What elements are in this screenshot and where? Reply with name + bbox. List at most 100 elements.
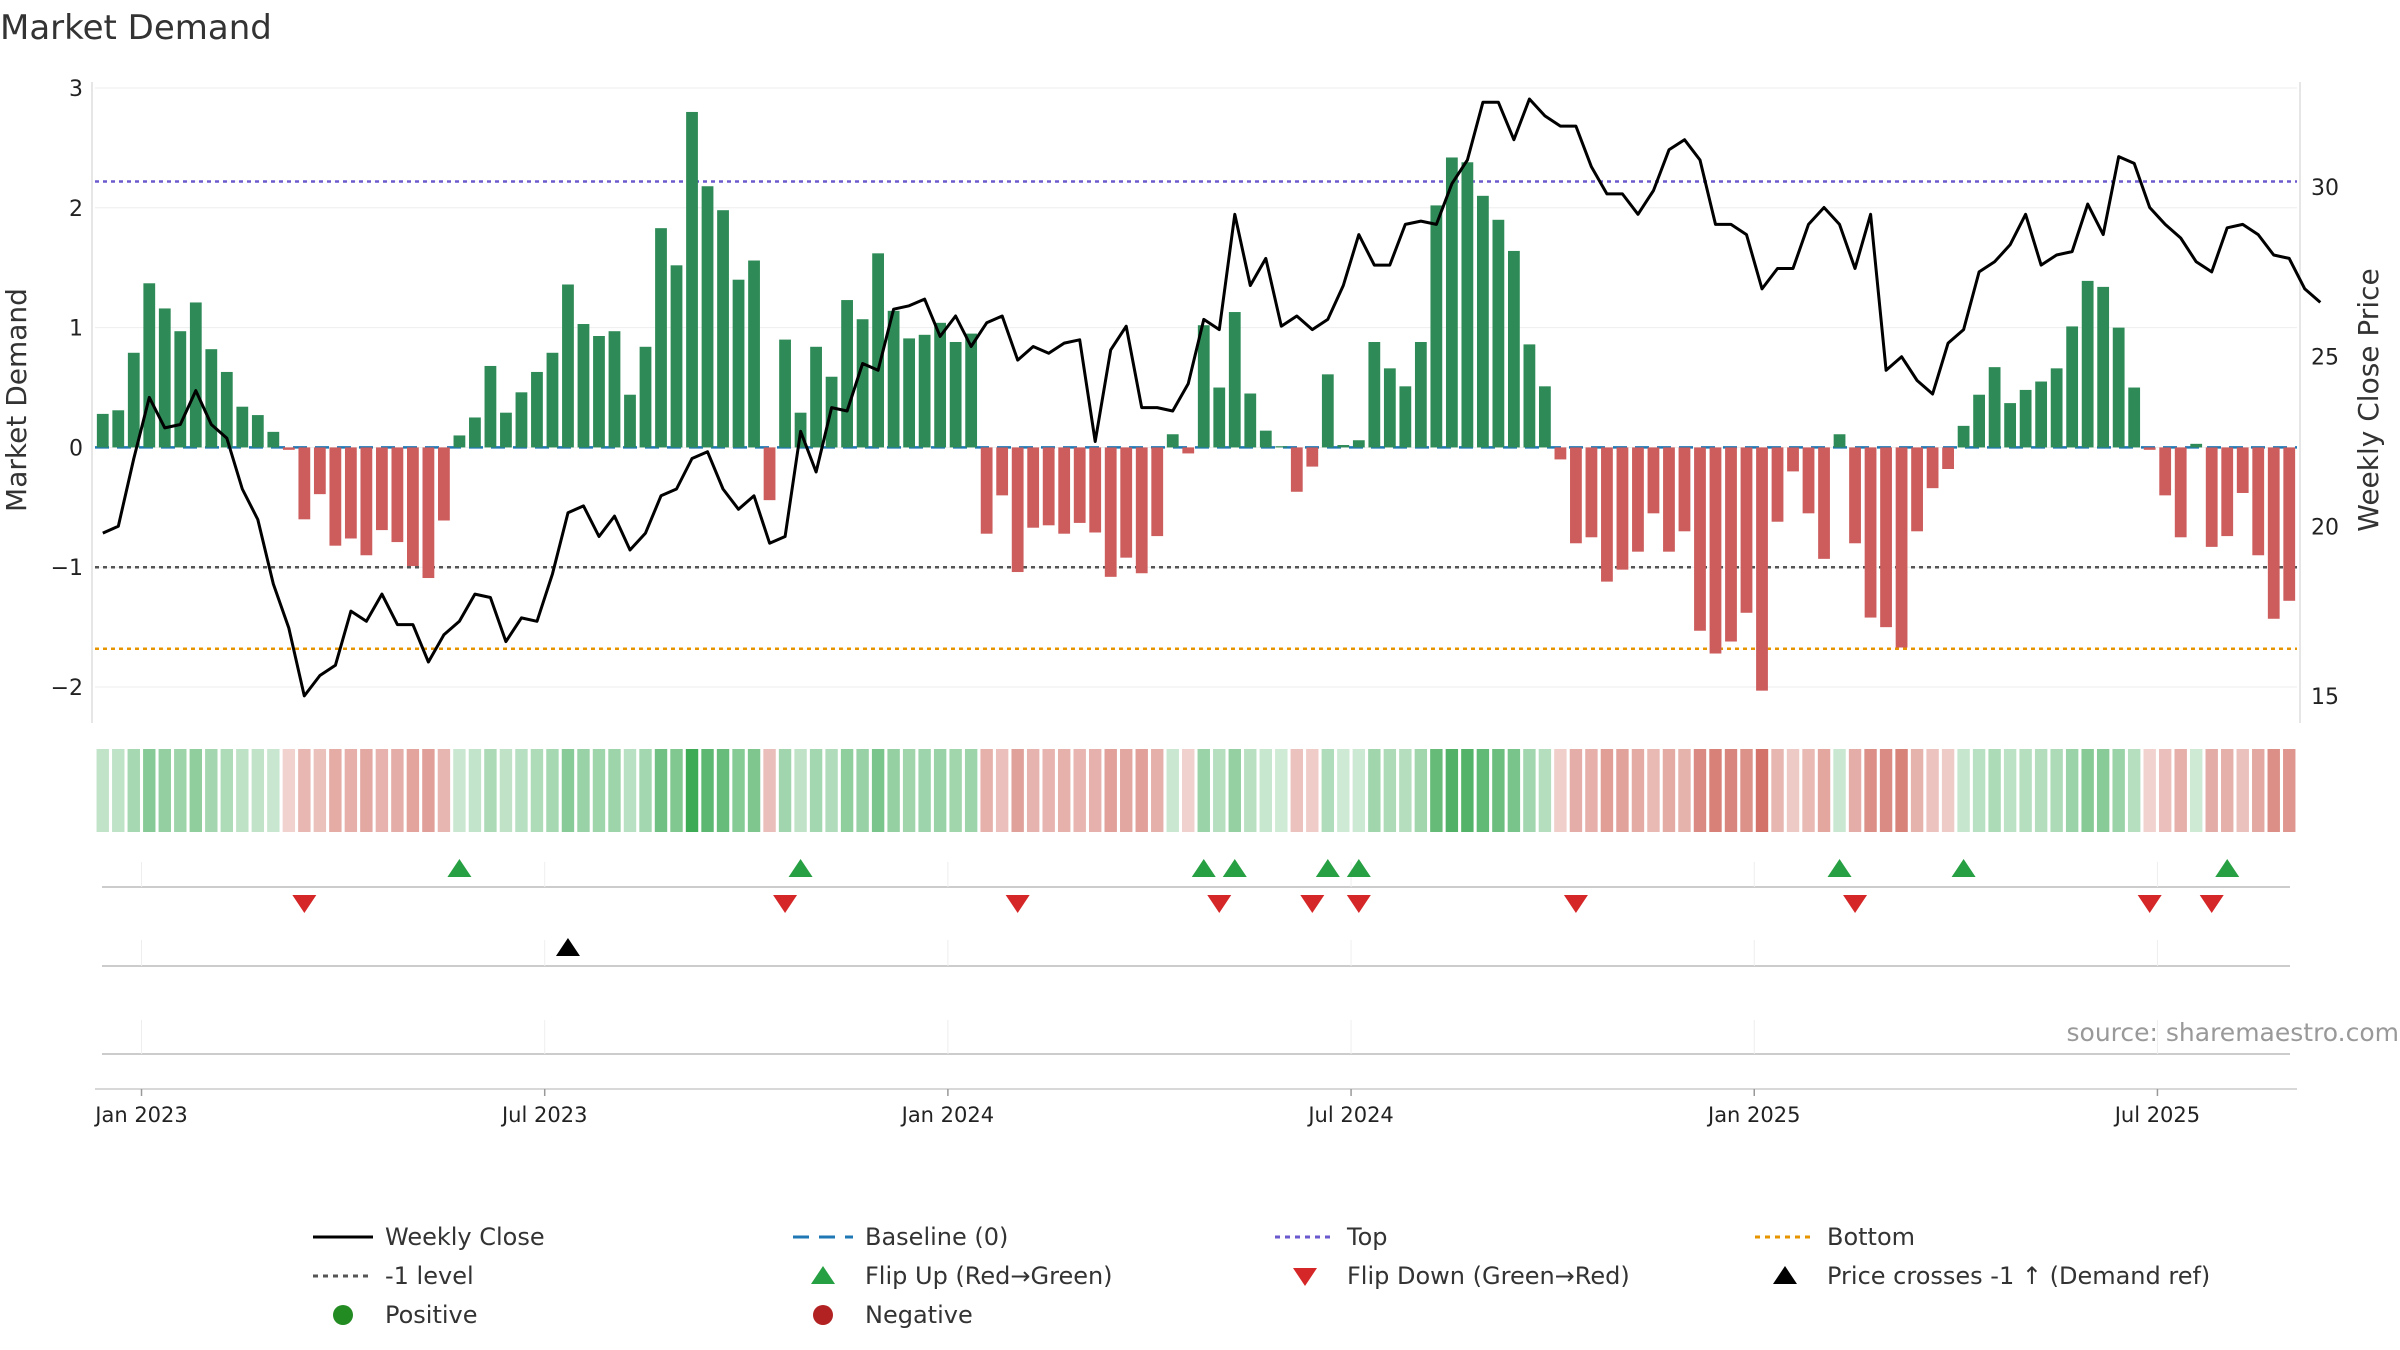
demand-bar [1647, 447, 1660, 514]
demand-bar [810, 346, 822, 448]
demand-bar [1864, 447, 1877, 618]
flip-up-marker [1827, 859, 1852, 877]
demand-bar [1539, 386, 1551, 448]
y2-tick-label: 20 [2311, 515, 2339, 540]
y-axis-label: Market Demand [0, 288, 33, 512]
demand-bar [1508, 250, 1520, 448]
strip-cell [1120, 749, 1133, 832]
demand-bar [1383, 368, 1396, 448]
legend-item: Top [1275, 1223, 1388, 1251]
strip-cell [453, 749, 466, 832]
price-cross-marker [555, 938, 580, 956]
strip-cell [794, 749, 807, 832]
flip-down-marker [2199, 895, 2224, 913]
strip-cell [1554, 749, 1567, 832]
demand-bar [1430, 205, 1443, 448]
strip-cell [1724, 749, 1738, 832]
demand-bar [918, 334, 931, 448]
strip-cell [608, 749, 621, 832]
x-tick-label: Jul 2025 [2113, 1103, 2200, 1127]
strip-cell [716, 749, 730, 832]
x-tick-label: Jan 2025 [1706, 1103, 1801, 1127]
strip-cell [763, 749, 776, 832]
demand-bar [1213, 387, 1226, 448]
strip-cell [313, 749, 327, 832]
demand-bar [655, 228, 667, 448]
strip-cell [732, 749, 745, 832]
demand-bar [2035, 381, 2048, 448]
demand-bar [2174, 447, 2187, 538]
legend-swatch [1293, 1268, 1317, 1286]
demand-bar [1740, 447, 1753, 613]
y2-tick-label: 30 [2311, 176, 2339, 201]
demand-bar [701, 186, 714, 448]
strip-cell [1399, 749, 1412, 832]
demand-bar [1244, 393, 1257, 448]
demand-bar [438, 447, 450, 521]
strip-cell [2267, 749, 2280, 832]
demand-bar [1957, 425, 1970, 448]
strip-cell [220, 749, 234, 832]
demand-bar [360, 447, 373, 556]
strip-cell [1026, 749, 1040, 832]
flip-down-marker [773, 895, 798, 913]
demand-bar [717, 210, 729, 448]
strip-cell [1368, 749, 1381, 832]
strip-cell [670, 749, 683, 832]
strip-cell [1430, 749, 1443, 832]
strip-cell [127, 749, 140, 832]
strip-cell [1182, 749, 1195, 832]
strip-cell [2065, 749, 2079, 832]
demand-bar [251, 415, 264, 448]
strip-cell [189, 749, 202, 832]
event-rows [95, 859, 2297, 1090]
y-tick-label: 2 [69, 197, 83, 222]
demand-bar [407, 447, 419, 567]
legend-item: Weekly Close [313, 1223, 545, 1251]
demand-color-strip [96, 749, 2296, 832]
demand-bar [1197, 325, 1210, 448]
strip-cell [623, 749, 637, 832]
strip-cell [964, 749, 978, 832]
demand-bar [1104, 447, 1117, 577]
left-axis-ticks: 3 2 1 0 −1 −2 [51, 77, 83, 701]
strip-cell [1151, 749, 1164, 832]
legend-label: Baseline (0) [865, 1223, 1008, 1251]
legend-label: Weekly Close [385, 1223, 545, 1251]
strip-cell [1089, 749, 1102, 832]
strip-cell [1073, 749, 1086, 832]
strip-cell [1941, 749, 1955, 832]
demand-bar [1058, 447, 1071, 534]
demand-bar [1802, 447, 1815, 514]
demand-bar [220, 371, 233, 448]
demand-bar [329, 447, 342, 546]
strip-cell [1352, 749, 1366, 832]
demand-bar [1368, 341, 1381, 448]
x-tick-label: Jan 2023 [93, 1103, 188, 1127]
y2-tick-label: 25 [2311, 346, 2339, 371]
demand-bar [639, 346, 652, 448]
demand-bar [1911, 447, 1923, 532]
demand-bar [748, 260, 760, 448]
demand-bar [887, 310, 900, 448]
source-note: source: sharemaestro.com [2067, 1018, 2400, 1047]
demand-bar [2097, 286, 2110, 448]
strip-cell [840, 749, 854, 832]
legend-label: Positive [385, 1301, 478, 1329]
flip-down-marker [292, 895, 317, 913]
strip-cell [1213, 749, 1226, 832]
demand-bar [1135, 447, 1148, 574]
demand-bar [2050, 368, 2063, 448]
legend-label: Top [1346, 1223, 1388, 1251]
demand-bar [1476, 195, 1489, 448]
demand-bar [1756, 447, 1768, 691]
flip-up-marker [1315, 859, 1340, 877]
strip-cell [1771, 749, 1784, 832]
legend-item: Flip Down (Green→Red) [1293, 1262, 1630, 1290]
demand-bar [1833, 434, 1846, 448]
strip-cell [1042, 749, 1055, 832]
strip-cell [1895, 749, 1908, 832]
strip-cell [1306, 749, 1319, 832]
strip-cell [1631, 749, 1645, 832]
